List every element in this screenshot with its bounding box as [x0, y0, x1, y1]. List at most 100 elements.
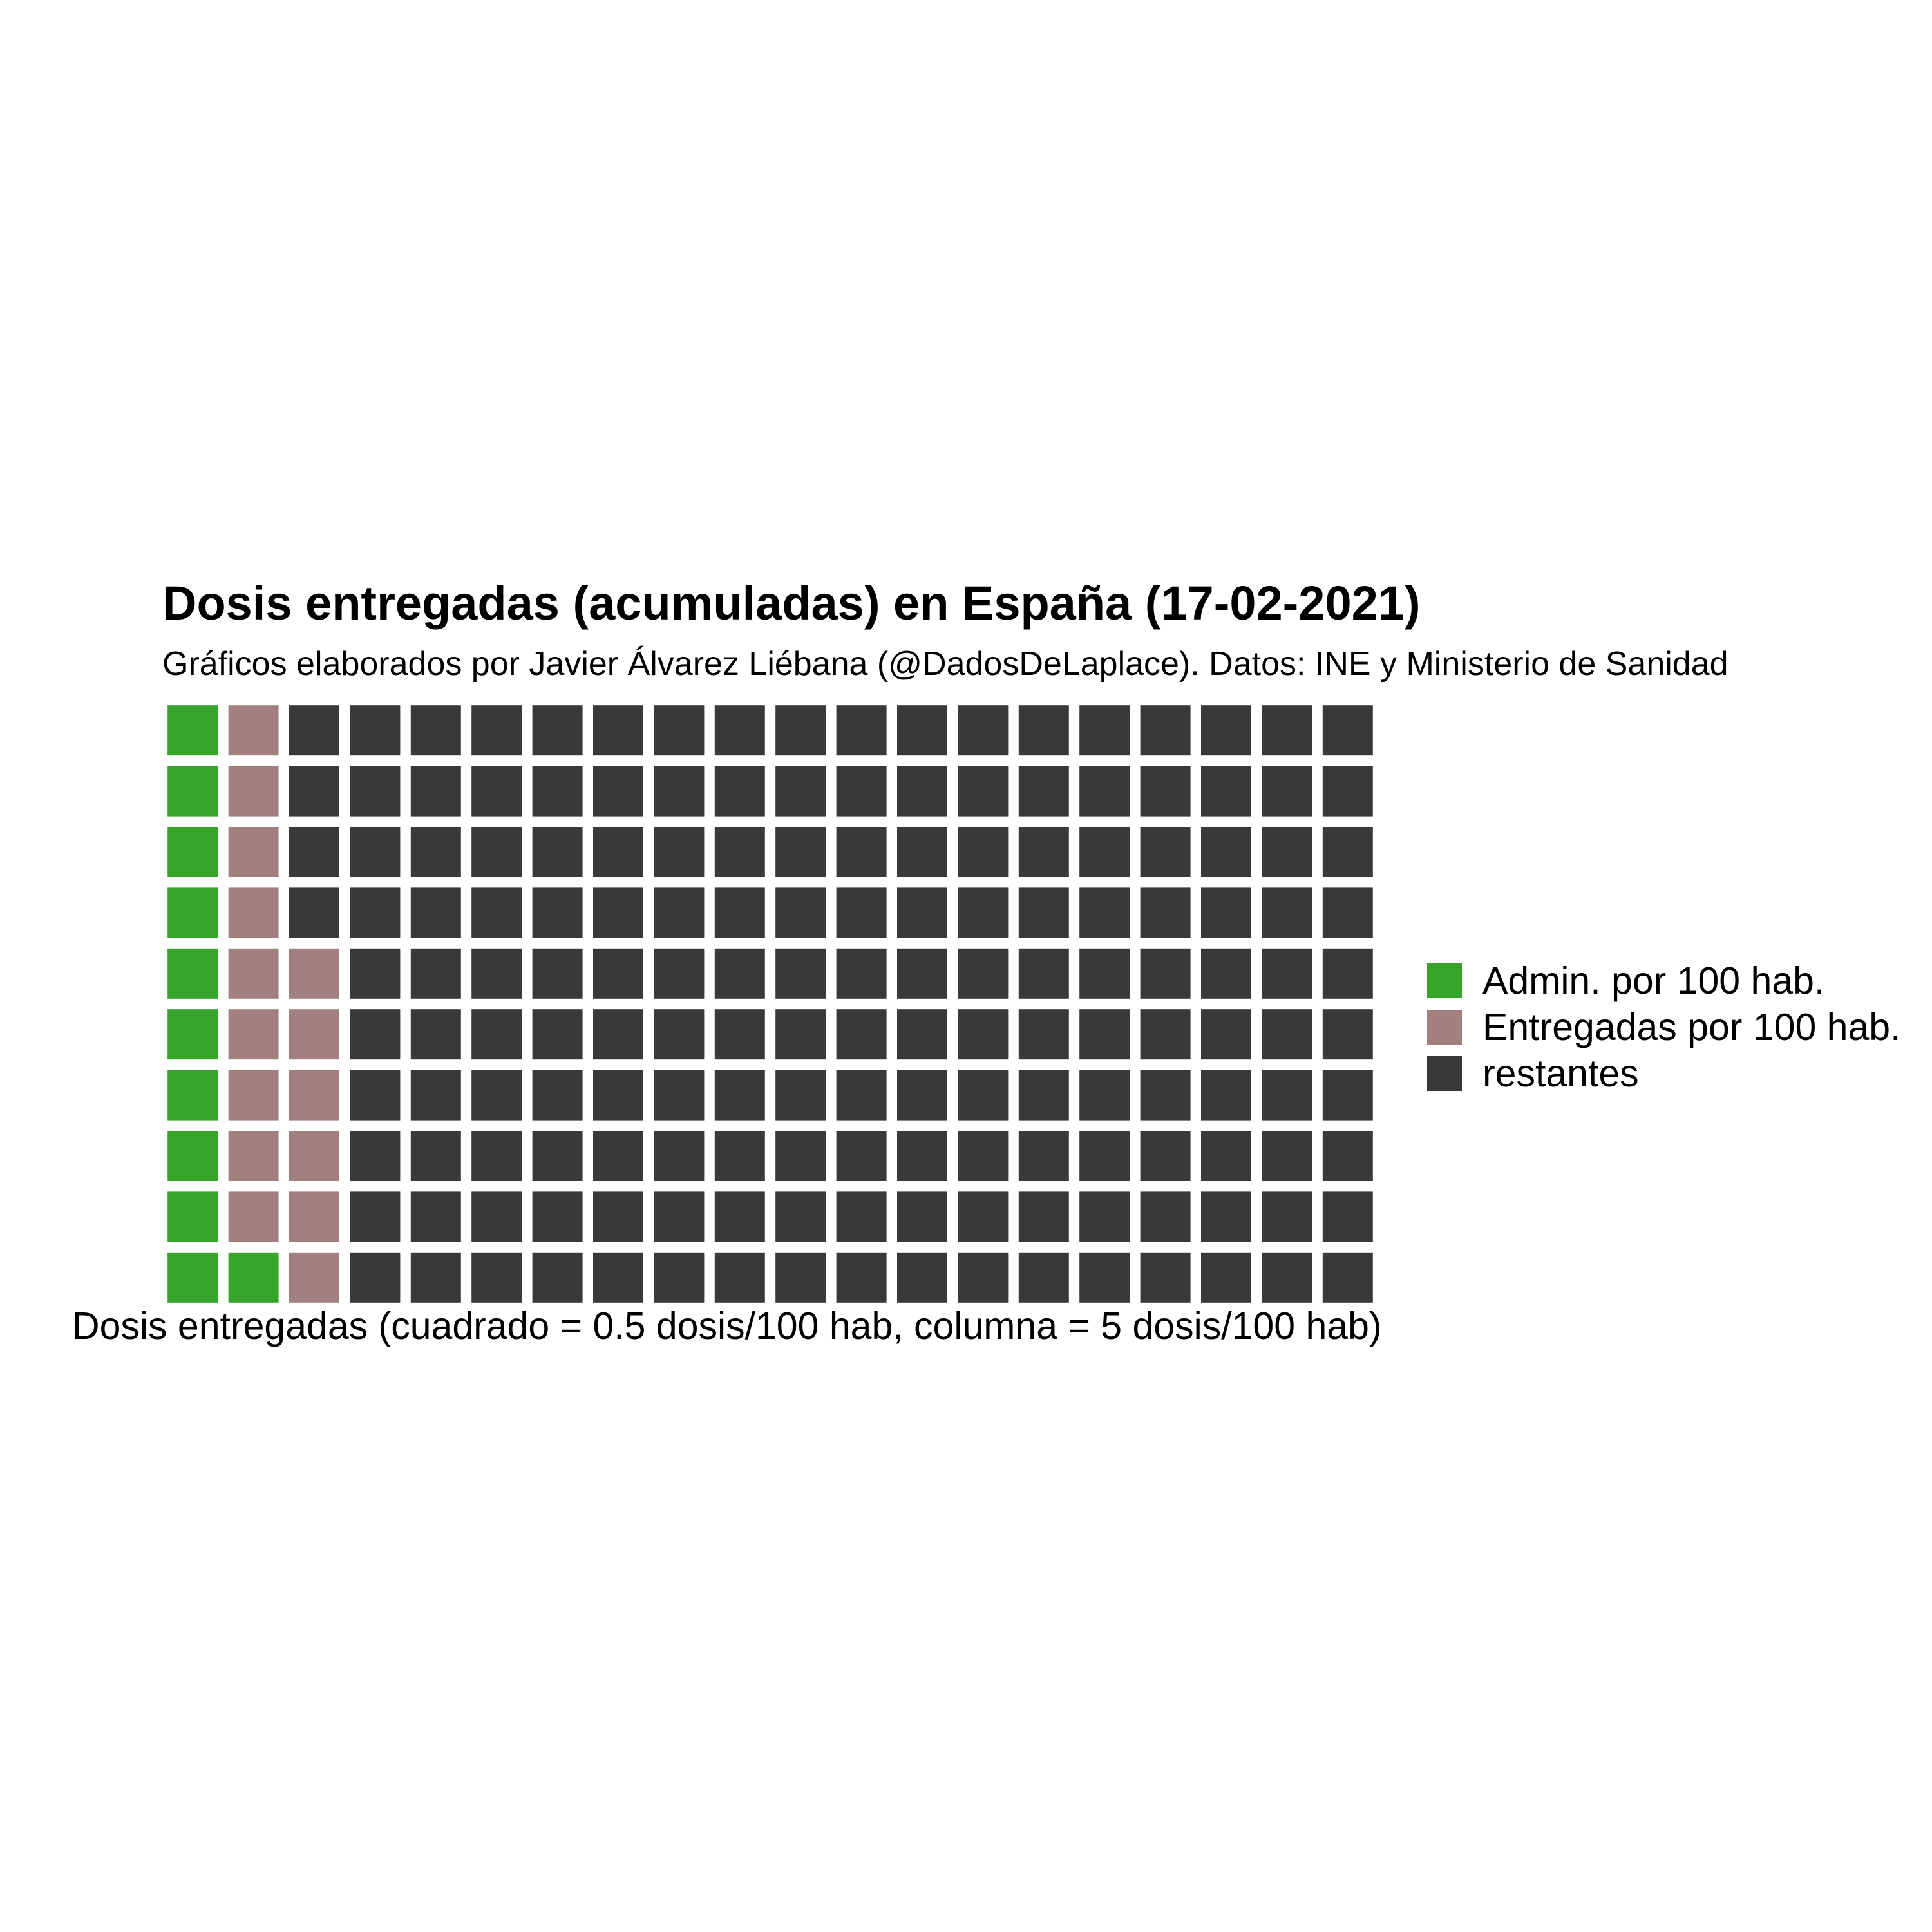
- waffle-square-restantes: [1262, 1070, 1312, 1121]
- waffle-square-restantes: [897, 1131, 947, 1181]
- waffle-square-restantes: [775, 1070, 826, 1121]
- waffle-square-entregadas-por-100-hab: [289, 1009, 339, 1060]
- waffle-square-restantes: [593, 887, 643, 938]
- waffle-square-restantes: [654, 1131, 705, 1181]
- waffle-square-restantes: [775, 948, 826, 999]
- waffle-square-restantes: [350, 948, 401, 999]
- waffle-square-entregadas-por-100-hab: [228, 705, 279, 756]
- waffle-square-restantes: [775, 766, 826, 817]
- waffle-square-restantes: [775, 705, 826, 756]
- waffle-square-restantes: [714, 1131, 765, 1181]
- waffle-square-restantes: [593, 1252, 643, 1303]
- legend-item-admin: Admin. por 100 hab.: [1427, 958, 1901, 1004]
- waffle-square-restantes: [775, 827, 826, 877]
- waffle-square-restantes: [1018, 705, 1069, 756]
- waffle-square-restantes: [836, 1252, 887, 1303]
- waffle-square-restantes: [1079, 827, 1130, 877]
- waffle-square-restantes: [1201, 1131, 1251, 1181]
- waffle-square-restantes: [836, 1070, 887, 1121]
- waffle-square-restantes: [1322, 1070, 1373, 1121]
- waffle-square-restantes: [410, 948, 461, 999]
- waffle-square-restantes: [471, 1009, 522, 1060]
- waffle-square-entregadas-por-100-hab: [228, 887, 279, 938]
- waffle-square-restantes: [1079, 1070, 1130, 1121]
- waffle-square-restantes: [593, 827, 643, 877]
- waffle-square-restantes: [1140, 887, 1191, 938]
- waffle-square-restantes: [532, 1131, 583, 1181]
- waffle-square-restantes: [532, 1009, 583, 1060]
- waffle-square-restantes: [1201, 705, 1251, 756]
- waffle-square-restantes: [1322, 705, 1373, 756]
- waffle-square-restantes: [532, 827, 583, 877]
- waffle-square-restantes: [1262, 766, 1312, 817]
- waffle-square-restantes: [1140, 766, 1191, 817]
- waffle-square-restantes: [714, 1252, 765, 1303]
- waffle-square-restantes: [1201, 1070, 1251, 1121]
- waffle-square-restantes: [1201, 1009, 1251, 1060]
- waffle-square-restantes: [1018, 1191, 1069, 1242]
- waffle-square-restantes: [775, 887, 826, 938]
- waffle-square-restantes: [1140, 1191, 1191, 1242]
- waffle-square-restantes: [593, 1009, 643, 1060]
- waffle-square-admin-por-100-hab: [167, 1131, 218, 1181]
- waffle-square-restantes: [714, 766, 765, 817]
- waffle-square-restantes: [289, 887, 339, 938]
- waffle-square-restantes: [471, 1191, 522, 1242]
- waffle-square-restantes: [836, 1191, 887, 1242]
- waffle-square-admin-por-100-hab: [167, 1252, 218, 1303]
- waffle-square-entregadas-por-100-hab: [289, 1191, 339, 1242]
- waffle-square-admin-por-100-hab: [167, 1070, 218, 1121]
- waffle-square-restantes: [958, 766, 1009, 817]
- waffle-square-restantes: [410, 1131, 461, 1181]
- waffle-square-restantes: [593, 948, 643, 999]
- waffle-square-restantes: [958, 1070, 1009, 1121]
- waffle-square-restantes: [350, 1131, 401, 1181]
- waffle-square-restantes: [897, 1009, 947, 1060]
- waffle-square-restantes: [714, 827, 765, 877]
- waffle-square-restantes: [532, 1070, 583, 1121]
- waffle-square-entregadas-por-100-hab: [289, 1131, 339, 1181]
- waffle-square-restantes: [775, 1191, 826, 1242]
- waffle-square-admin-por-100-hab: [167, 948, 218, 999]
- waffle-square-restantes: [714, 948, 765, 999]
- waffle-square-restantes: [1018, 1131, 1069, 1181]
- legend-key-entregadas: [1427, 1010, 1462, 1045]
- waffle-square-restantes: [714, 1009, 765, 1060]
- waffle-square-restantes: [593, 1131, 643, 1181]
- legend: Admin. por 100 hab. Entregadas por 100 h…: [1427, 958, 1901, 1097]
- waffle-square-entregadas-por-100-hab: [289, 1070, 339, 1121]
- waffle-square-restantes: [532, 1191, 583, 1242]
- waffle-square-restantes: [1140, 948, 1191, 999]
- waffle-square-restantes: [1262, 948, 1312, 999]
- waffle-square-restantes: [1140, 705, 1191, 756]
- legend-key-admin: [1427, 963, 1462, 998]
- legend-item-entregadas: Entregadas por 100 hab.: [1427, 1004, 1901, 1050]
- waffle-square-entregadas-por-100-hab: [228, 766, 279, 817]
- waffle-square-restantes: [410, 766, 461, 817]
- waffle-square-restantes: [1201, 887, 1251, 938]
- legend-label-admin: Admin. por 100 hab.: [1482, 959, 1825, 1002]
- waffle-square-restantes: [958, 827, 1009, 877]
- waffle-square-entregadas-por-100-hab: [289, 948, 339, 999]
- waffle-square-restantes: [410, 887, 461, 938]
- waffle-square-restantes: [1262, 1191, 1312, 1242]
- waffle-square-restantes: [1201, 766, 1251, 817]
- waffle-square-restantes: [1201, 827, 1251, 877]
- waffle-square-restantes: [471, 1252, 522, 1303]
- waffle-square-restantes: [1018, 1009, 1069, 1060]
- waffle-square-restantes: [471, 1070, 522, 1121]
- waffle-square-restantes: [836, 1131, 887, 1181]
- waffle-square-restantes: [654, 1191, 705, 1242]
- waffle-square-restantes: [836, 948, 887, 999]
- waffle-square-admin-por-100-hab: [167, 1009, 218, 1060]
- waffle-square-restantes: [958, 1131, 1009, 1181]
- waffle-square-entregadas-por-100-hab: [228, 1131, 279, 1181]
- waffle-square-entregadas-por-100-hab: [228, 827, 279, 877]
- waffle-square-restantes: [1140, 1009, 1191, 1060]
- waffle-square-restantes: [1322, 1252, 1373, 1303]
- waffle-square-restantes: [532, 766, 583, 817]
- waffle-square-restantes: [775, 1131, 826, 1181]
- waffle-square-restantes: [1262, 1009, 1312, 1060]
- waffle-square-restantes: [714, 705, 765, 756]
- waffle-square-restantes: [471, 887, 522, 938]
